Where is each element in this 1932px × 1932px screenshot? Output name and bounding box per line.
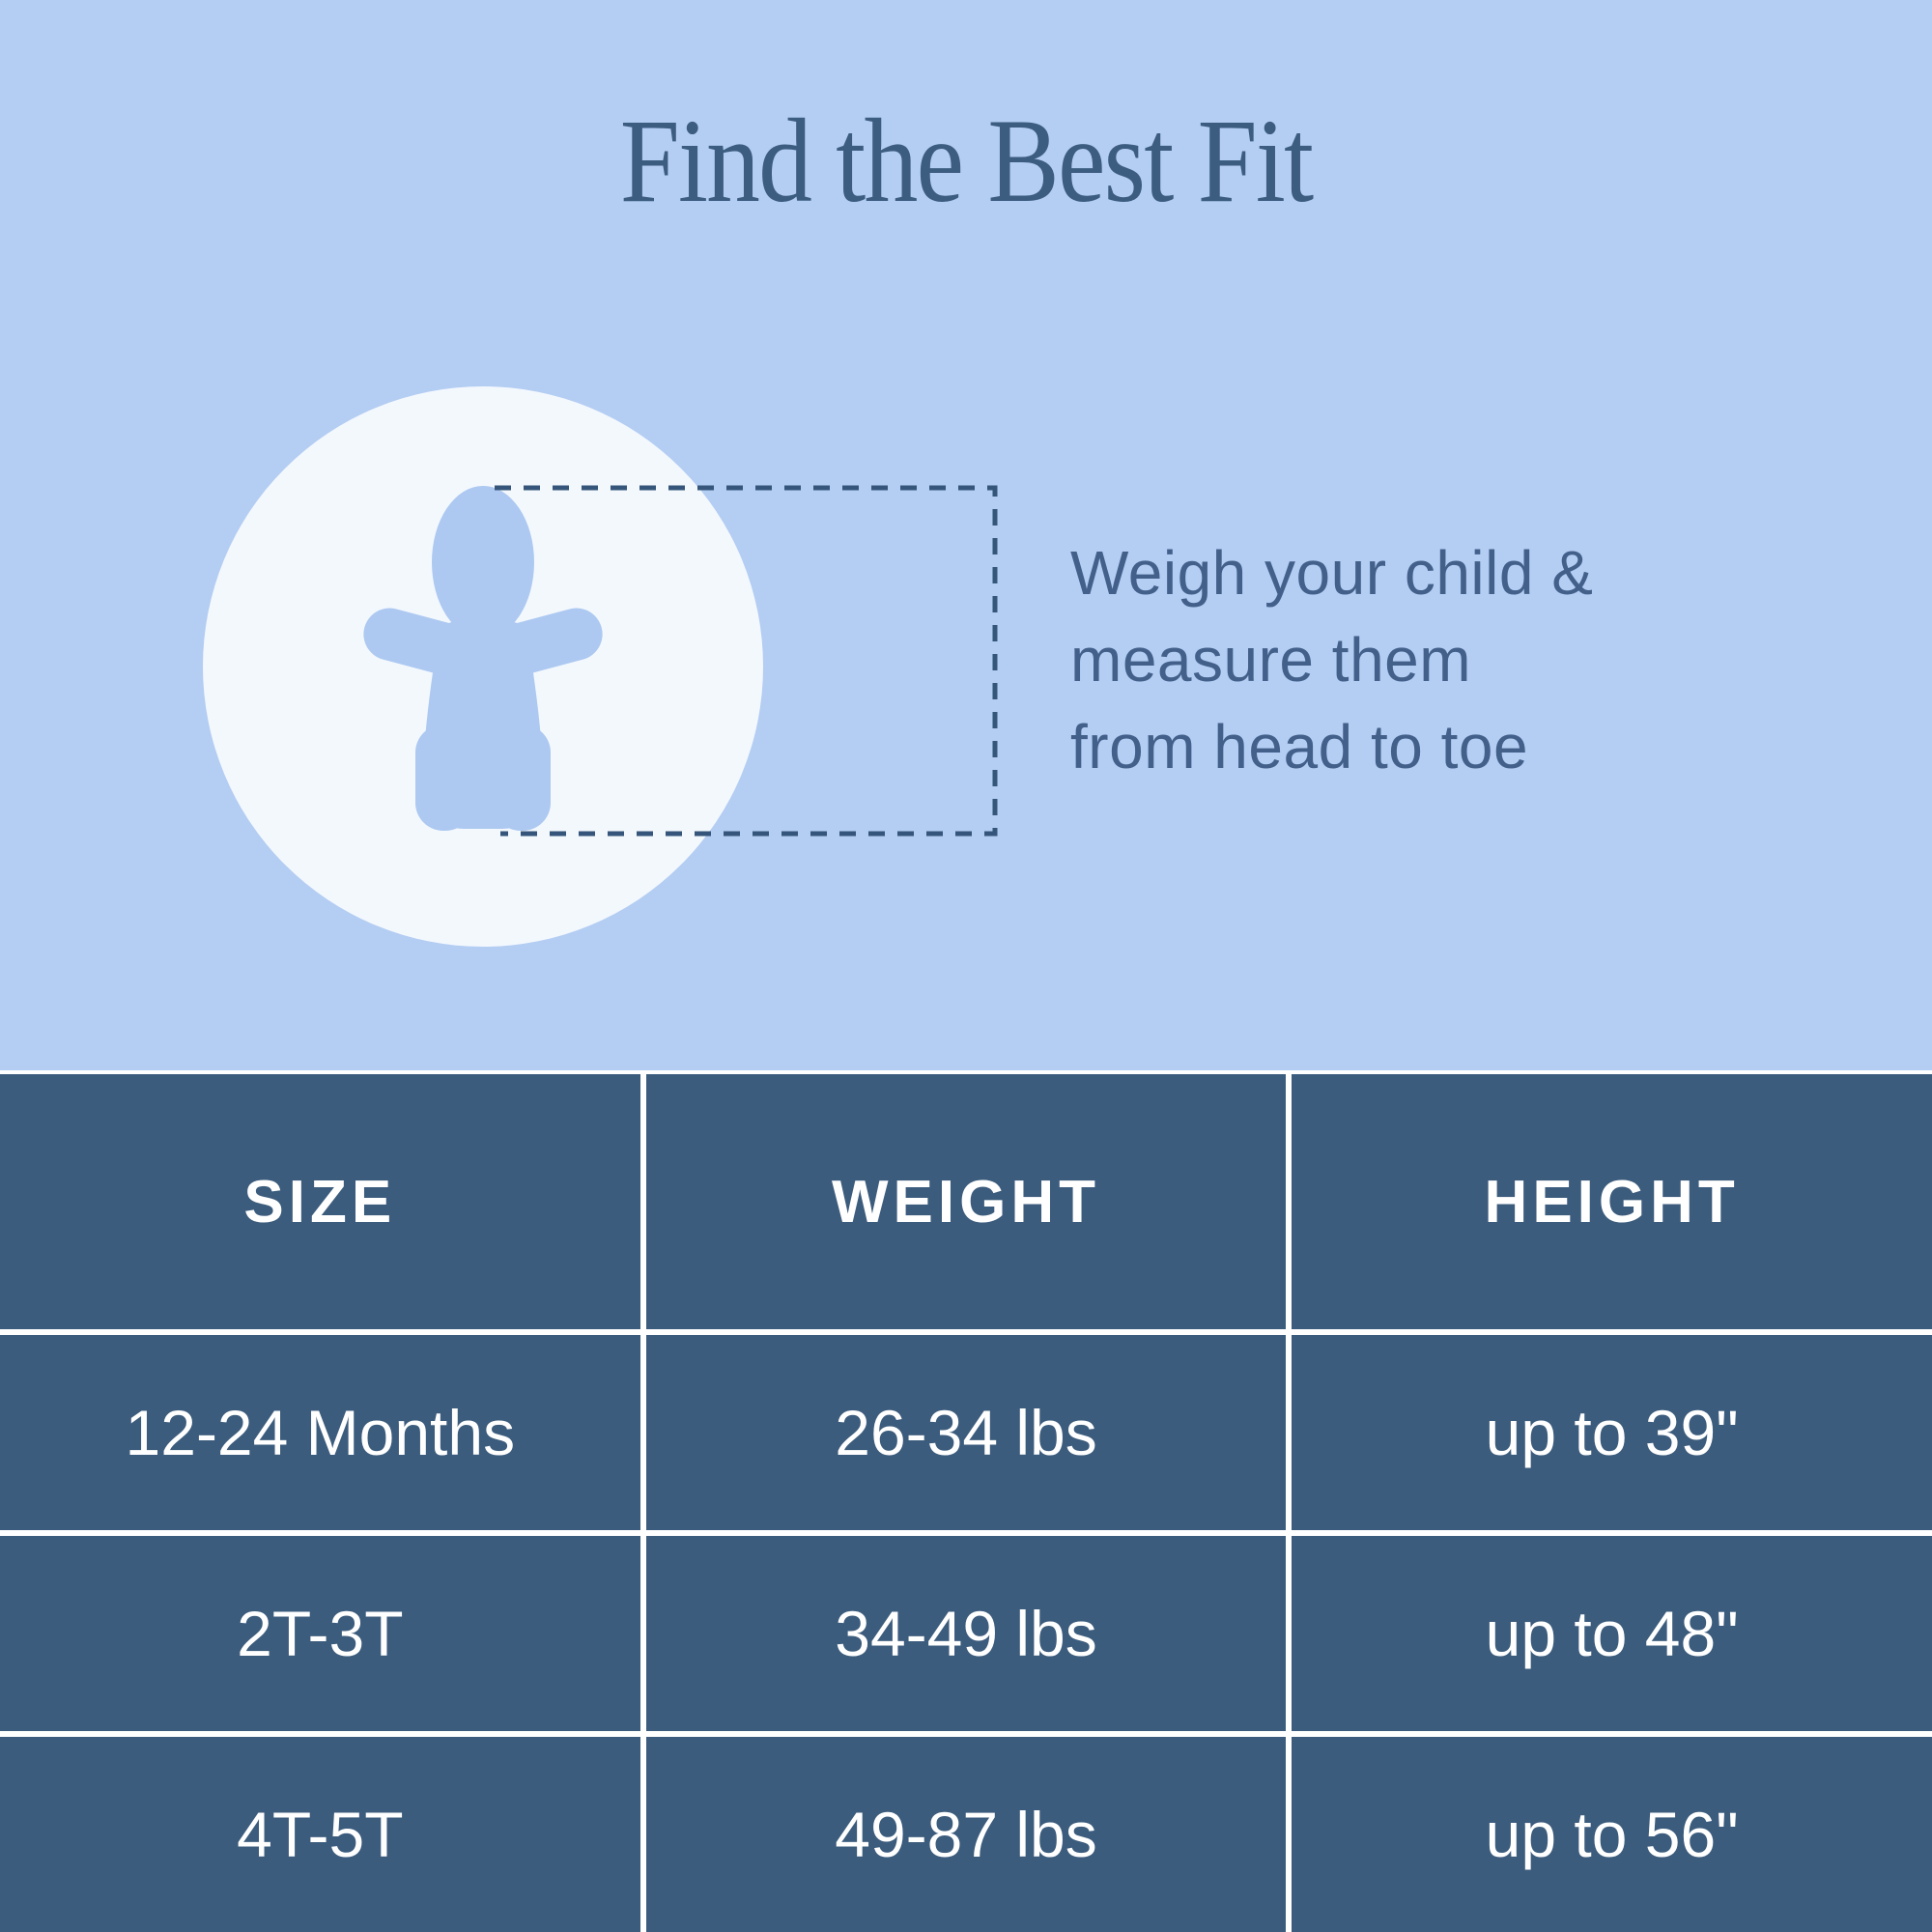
column-header-size: SIZE: [0, 1074, 640, 1329]
cell-height-row1: up to 39": [1292, 1335, 1932, 1530]
cell-weight-row1: 26-34 lbs: [645, 1335, 1287, 1530]
cell-height-row2: up to 48": [1292, 1536, 1932, 1731]
cell-size-row3: 4T-5T: [0, 1737, 640, 1932]
measurement-dashes-icon: [495, 485, 998, 837]
instruction-text: Weigh your child & measure them from hea…: [1070, 529, 1593, 790]
cell-height-row3: up to 56": [1292, 1737, 1932, 1932]
instruction-line-1: Weigh your child &: [1070, 538, 1594, 608]
instruction-line-2: measure them: [1070, 625, 1472, 695]
cell-weight-row3: 49-87 lbs: [645, 1737, 1287, 1932]
size-chart-table: SIZE WEIGHT HEIGHT 12-24 Months 26-34 lb…: [0, 1070, 1932, 1932]
cell-size-row1: 12-24 Months: [0, 1335, 640, 1530]
instruction-line-3: from head to toe: [1070, 712, 1529, 781]
cell-size-row2: 2T-3T: [0, 1536, 640, 1731]
column-header-height: HEIGHT: [1292, 1074, 1932, 1329]
column-header-weight: WEIGHT: [645, 1074, 1287, 1329]
cell-weight-row2: 34-49 lbs: [645, 1536, 1287, 1731]
measurement-illustration: [203, 386, 998, 947]
hero-section: Find the Best Fit Weigh your child & mea…: [203, 95, 1593, 947]
baby-icon: [363, 486, 603, 831]
page-title: Find the Best Fit: [619, 95, 1314, 227]
